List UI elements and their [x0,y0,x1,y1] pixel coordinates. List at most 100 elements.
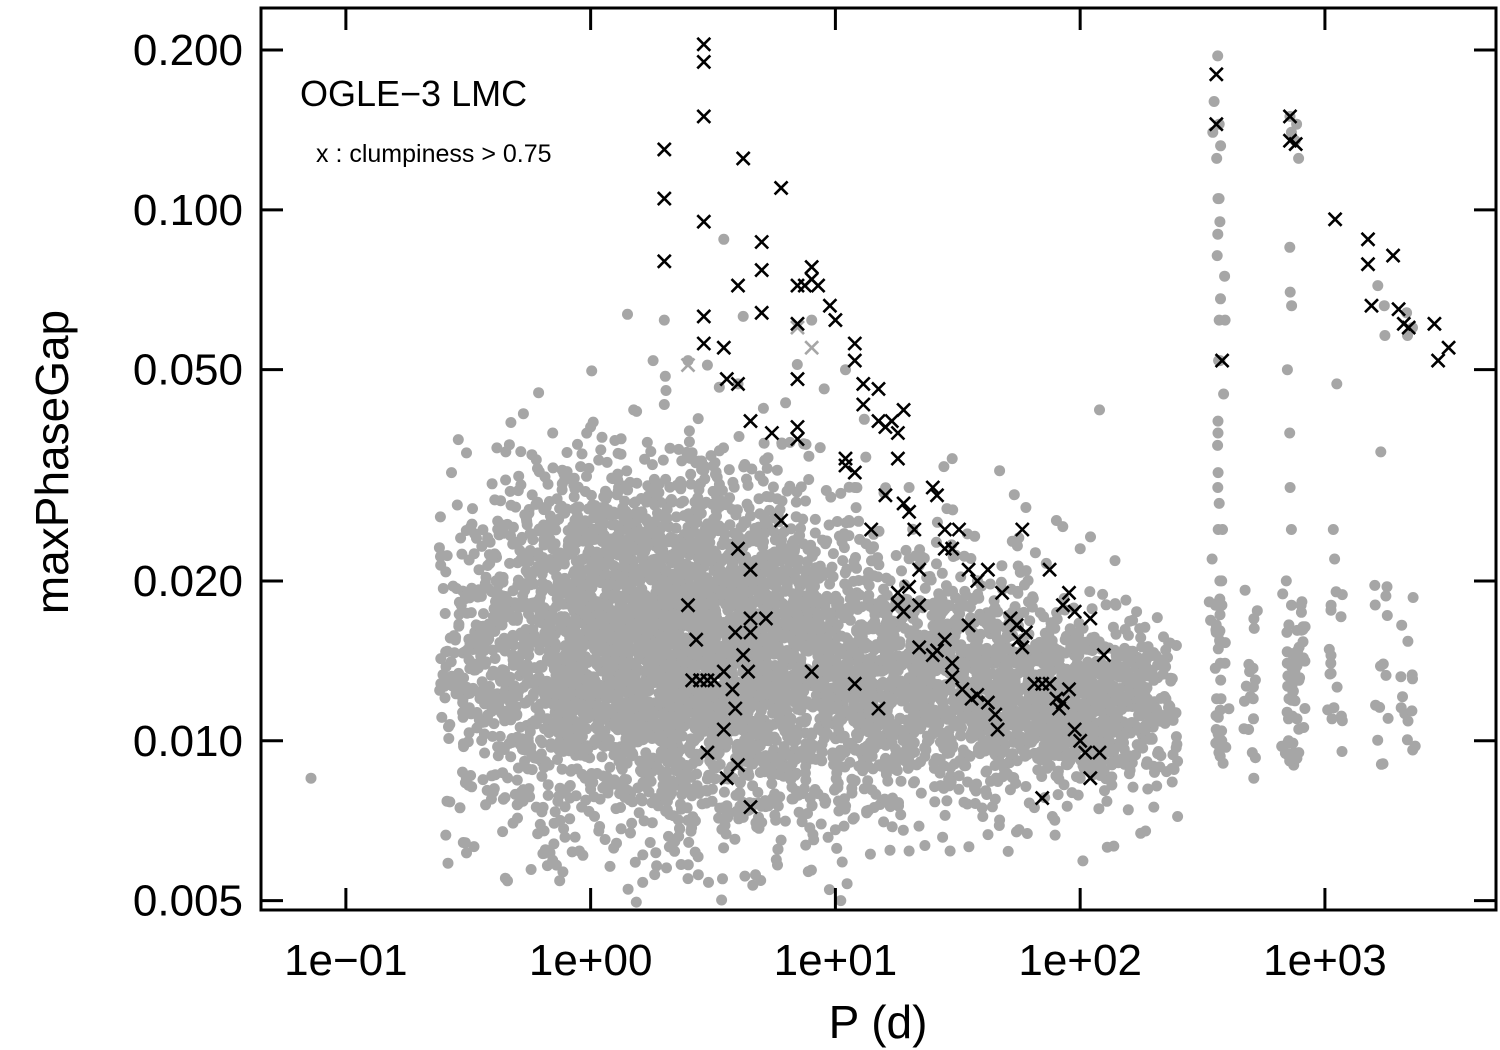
scatter-point [650,847,662,859]
scatter-point [666,736,677,747]
scatter-point [854,533,866,545]
scatter-point [522,763,534,775]
scatter-point [898,730,910,742]
scatter-point [606,675,618,687]
scatter-point [883,691,895,703]
scatter-point [1012,585,1023,597]
scatter-point [1008,489,1020,501]
scatter-point [874,654,886,666]
scatter-point [619,774,630,785]
scatter-point [936,567,948,579]
scatter-point [549,806,561,818]
scatter-point [1013,824,1025,836]
scatter-point [637,876,649,888]
scatter-point [852,730,864,742]
scatter-point [714,802,726,814]
scatter-point [952,720,964,732]
scatter-point [532,828,544,840]
scatter-point [499,690,511,701]
scatter-point [599,740,610,752]
scatter-point [626,817,638,829]
scatter-point [941,795,953,807]
scatter-point [691,768,703,780]
scatter-point [558,823,570,835]
scatter-point [692,851,704,863]
scatter-point [593,454,605,466]
scatter-point [908,777,919,789]
scatter-point [482,583,494,594]
scatter-point [803,474,815,485]
scatter-point [615,748,627,760]
scatter-point [583,805,595,817]
scatter-point [718,842,730,854]
scatter-point [477,774,489,786]
scatter-point [941,503,953,515]
scatter-point [594,716,606,728]
scatter-point [663,841,675,853]
scatter-point [831,767,843,779]
scatter-point [685,468,697,480]
scatter-point [512,612,524,624]
scatter-point [441,550,453,562]
scatter-point [903,702,915,714]
scatter-point [457,837,469,848]
scatter-point [800,495,811,507]
scatter-point [639,453,651,465]
scatter-point [525,864,537,875]
scatter-point [487,644,499,656]
scatter-point [817,570,829,581]
scatter-point [628,702,640,714]
scatter-point [539,694,551,706]
scatter-point [937,831,949,843]
scatter-point [675,859,687,870]
scatter-point [1101,795,1113,807]
scatter-point [701,785,713,797]
scatter-point [522,786,534,798]
scatter-point [815,818,827,830]
scatter-point [969,782,980,794]
scatter-point [758,699,770,711]
scatter-point [895,809,907,821]
scatter-point [846,782,858,794]
scatter-point [743,699,755,711]
scatter-point [854,711,866,723]
scatter-point [504,557,516,569]
scatter-point [552,795,564,807]
scatter-point [495,615,507,627]
scatter-point [515,627,527,639]
scatter-point [439,692,451,704]
scatter-point [568,491,580,503]
scatter-point [950,640,962,652]
scatter-point [890,550,902,561]
scatter-point [530,498,542,510]
scatter-point [547,854,559,866]
scatter-point [953,770,965,782]
scatter-point [435,653,447,665]
scatter-point [926,610,938,621]
scatter-point [626,626,638,638]
scatter-point [520,697,532,709]
scatter-point [890,760,901,771]
scatter-point [809,527,821,539]
scatter-point [825,613,837,625]
scatter-point [791,359,803,370]
scatter-point [733,431,745,442]
scatter-point [640,763,652,774]
scatter-point [620,733,632,745]
scatter-point [934,767,946,779]
scatter-point [832,750,844,762]
scatter-point [713,747,725,759]
scatter-point [822,645,834,657]
scatter-point [641,436,653,448]
scatter-point [939,603,951,615]
scatter-point [644,698,656,710]
scatter-point [621,672,633,683]
scatter-point [467,503,478,515]
scatter-point [597,770,609,782]
scatter-point [477,716,489,728]
scatter-point [927,620,939,632]
scatter-point [584,778,596,790]
scatter-point [476,685,488,697]
scatter-point [554,707,566,718]
scatter-point [852,650,864,662]
